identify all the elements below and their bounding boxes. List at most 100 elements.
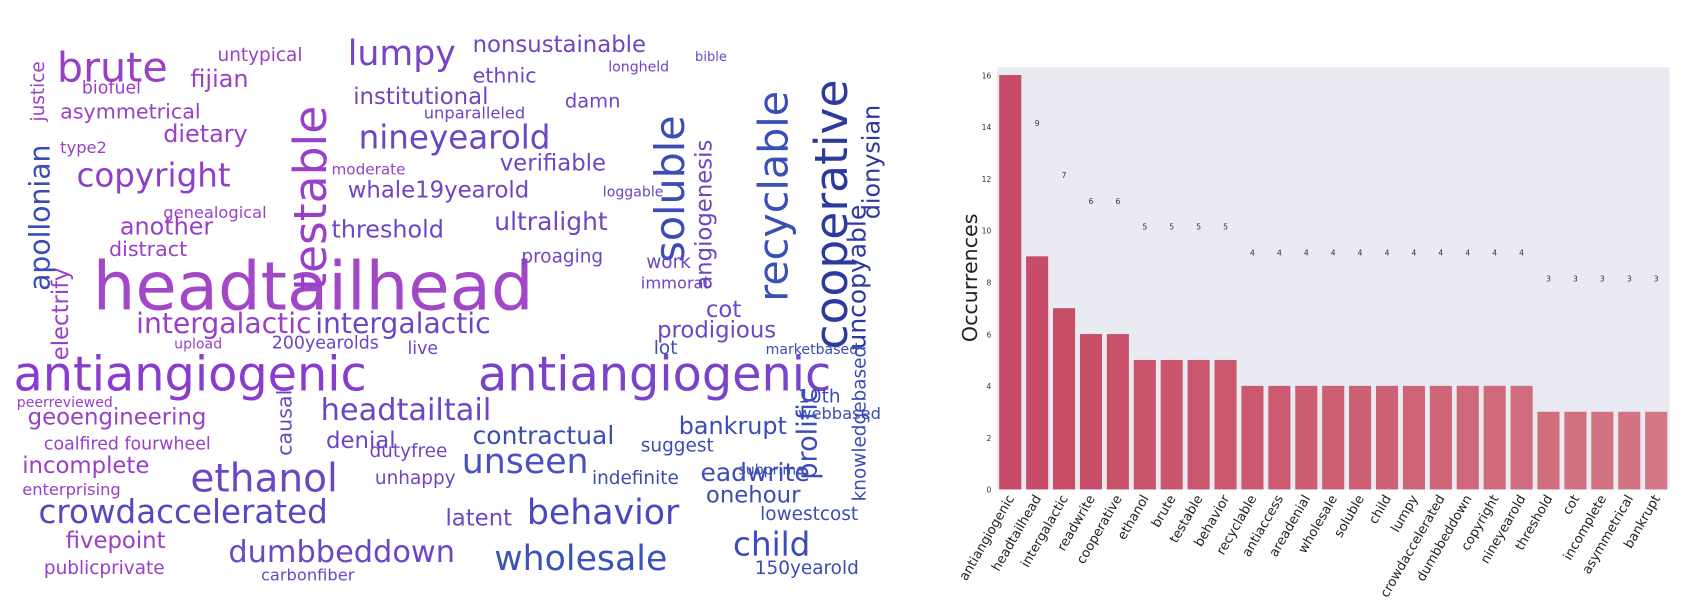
cloud-word: upload xyxy=(174,336,222,352)
value-label: 3 xyxy=(1654,275,1659,284)
value-label: 4 xyxy=(1492,249,1497,258)
cloud-word: incomplete xyxy=(22,453,149,479)
cloud-word: crowdaccelerated xyxy=(38,493,327,531)
cloud-word: fivepoint xyxy=(66,528,166,554)
cloud-word: work xyxy=(646,252,691,273)
cloud-word: distract xyxy=(109,237,187,261)
cloud-word: brute xyxy=(57,43,168,91)
cloud-word: damn xyxy=(565,89,621,112)
cloud-word: copyright xyxy=(76,157,230,195)
cloud-word: indefinite xyxy=(592,468,679,489)
cloud-word: bankrupt xyxy=(679,412,787,440)
bar xyxy=(1133,359,1156,490)
cloud-word: dietary xyxy=(163,120,247,148)
cloud-word: headtailhead xyxy=(93,247,534,325)
x-tick-label: child xyxy=(1366,493,1394,527)
y-tick-label: 10 xyxy=(982,227,992,236)
value-label: 4 xyxy=(1331,249,1336,258)
cloud-word: causal xyxy=(272,390,296,456)
value-label: 5 xyxy=(1196,223,1201,232)
cloud-word: longheld xyxy=(608,60,669,76)
bar xyxy=(1214,359,1237,490)
value-label: 4 xyxy=(1385,249,1390,258)
cloud-word: subprime xyxy=(738,462,804,478)
bar xyxy=(1483,385,1506,490)
cloud-word: onehour xyxy=(706,482,801,508)
cloud-word: bible xyxy=(695,50,727,65)
cloud-word: knowledgebased xyxy=(849,346,870,502)
cloud-word: webbased xyxy=(798,404,881,423)
cloud-word: lowestcost xyxy=(760,504,858,525)
word-cloud-background xyxy=(13,26,900,589)
y-tick-label: 8 xyxy=(987,279,992,288)
cloud-word: nonsustainable xyxy=(473,32,646,58)
cloud-word: wholesale xyxy=(494,539,667,579)
cloud-word: 150yearold xyxy=(755,558,859,579)
cloud-word: intergalactic xyxy=(315,307,490,340)
cloud-word: cooperative xyxy=(805,79,858,349)
cloud-word: peerreviewed xyxy=(17,395,113,411)
cloud-word: unparalleled xyxy=(424,103,525,122)
cloud-word: recyclable xyxy=(749,91,797,302)
bar xyxy=(999,75,1022,490)
cloud-word: institutional xyxy=(353,84,488,110)
cloud-word: immoral xyxy=(641,274,708,293)
cloud-word: publicprivate xyxy=(44,558,165,579)
value-label: 9 xyxy=(1035,119,1040,128)
cloud-word: dumbbeddown xyxy=(228,535,455,570)
cloud-word: child xyxy=(733,526,810,564)
cloud-word: verifiable xyxy=(500,150,606,176)
value-label: 5 xyxy=(1169,223,1174,232)
cloud-word: 10th xyxy=(798,387,840,408)
cloud-word: whale19yearold xyxy=(348,178,529,204)
cloud-word: eadwrite xyxy=(700,458,809,487)
cloud-word: prolific xyxy=(793,388,824,479)
cloud-word: asymmetrical xyxy=(60,99,200,123)
cloud-word: angiogenesis xyxy=(691,140,717,290)
cloud-word: loggable xyxy=(603,184,664,200)
cloud-word: biofuel xyxy=(82,78,141,98)
value-label: 5 xyxy=(1142,223,1147,232)
value-label: 4 xyxy=(1250,249,1255,258)
y-tick-label: 16 xyxy=(982,71,992,80)
cloud-word: nineyearold xyxy=(359,119,551,157)
cloud-word: ultralight xyxy=(494,207,608,236)
cloud-word: headtailtail xyxy=(321,393,492,428)
bar xyxy=(1537,411,1560,490)
cloud-word: fijian xyxy=(190,65,248,93)
cloud-word: live xyxy=(407,339,438,359)
bar xyxy=(1079,334,1103,490)
bar xyxy=(1349,385,1372,490)
cloud-word: coalfired fourwheel xyxy=(44,434,211,454)
bar xyxy=(1618,411,1641,490)
bar xyxy=(1053,308,1076,490)
bar xyxy=(1026,256,1049,490)
cloud-word: proaging xyxy=(521,247,603,268)
bar xyxy=(1645,411,1668,490)
bar xyxy=(1187,359,1210,490)
cloud-word: enterprising xyxy=(22,480,121,499)
cloud-word: antiangiogenic xyxy=(478,348,831,403)
cloud-word: suggest xyxy=(641,435,714,456)
value-label: 4 xyxy=(1277,249,1282,258)
cloud-word: moderate xyxy=(332,161,406,179)
value-label: 6 xyxy=(1089,197,1094,206)
cloud-word: justice xyxy=(28,61,49,122)
bar xyxy=(1268,385,1291,490)
value-label: 3 xyxy=(1627,275,1632,284)
cloud-word: testable xyxy=(284,106,337,291)
cloud-word: ethanol xyxy=(190,457,338,502)
bar xyxy=(1510,385,1533,490)
value-label: 4 xyxy=(1519,249,1524,258)
y-tick-label: 2 xyxy=(987,434,992,443)
cloud-word: type2 xyxy=(60,138,107,157)
x-tick-label: cot xyxy=(1560,493,1583,518)
bar xyxy=(1591,411,1614,490)
cloud-word: antiangiogenic xyxy=(14,348,367,403)
value-label: 3 xyxy=(1573,275,1578,284)
cloud-word: lot xyxy=(654,338,678,359)
value-label: 4 xyxy=(1358,249,1363,258)
y-tick-label: 4 xyxy=(987,382,992,391)
